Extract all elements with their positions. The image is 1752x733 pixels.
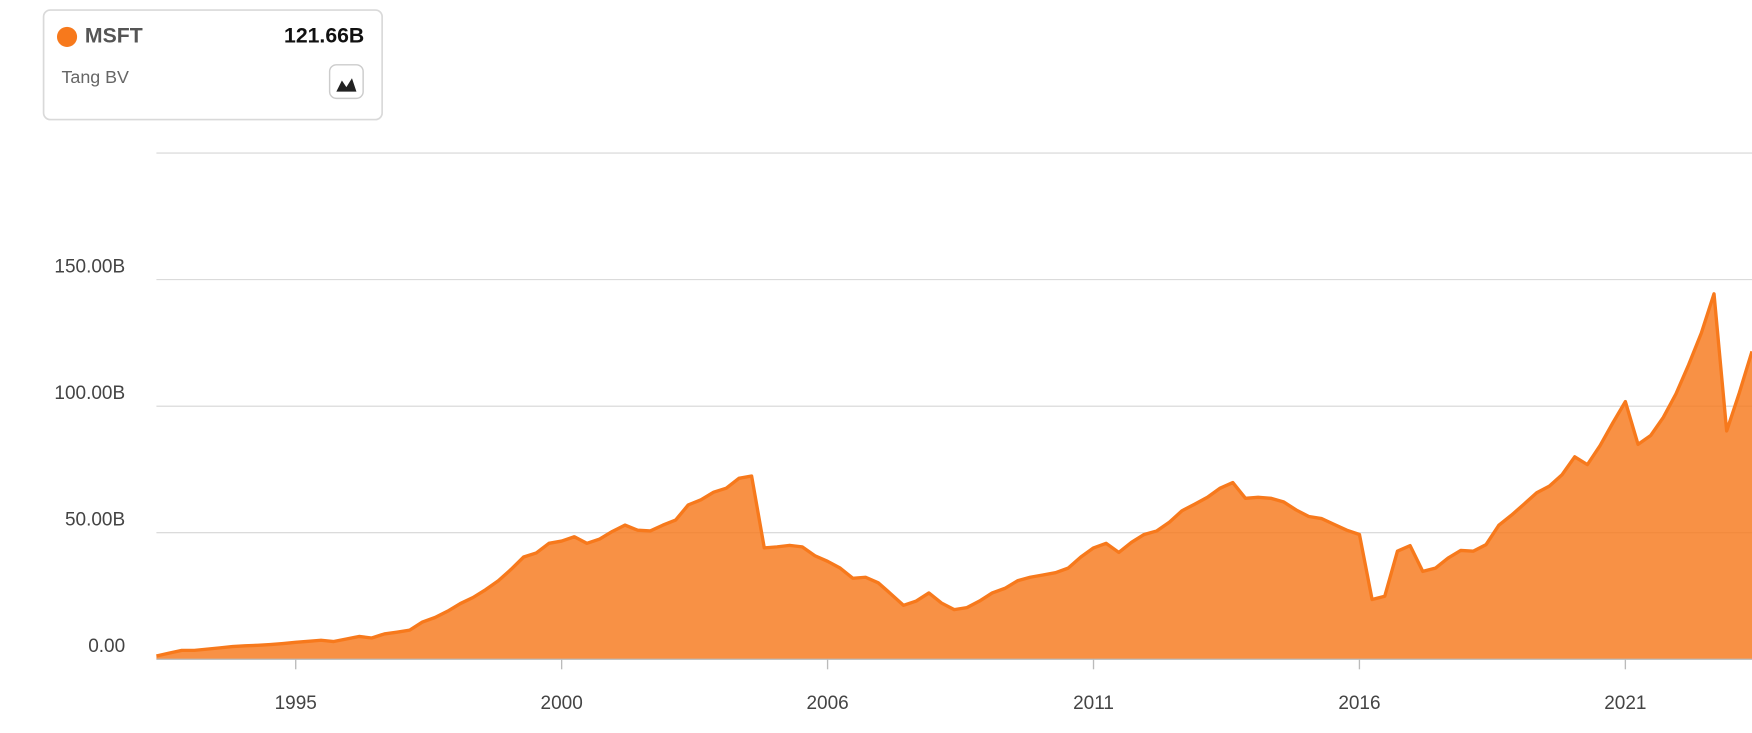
y-tick-label: 100.00B	[54, 383, 125, 404]
chart-type-button[interactable]	[328, 64, 364, 100]
legend: MSFT 121.66B Tang BV	[42, 9, 383, 121]
y-tick-label: 0.00	[88, 636, 125, 657]
x-tick-label: 2006	[806, 693, 848, 714]
x-tick-label: 2016	[1338, 693, 1380, 714]
x-tick-label: 2000	[541, 693, 583, 714]
x-tick-label: 2021	[1604, 693, 1646, 714]
line	[156, 292, 1752, 658]
legend-subtitle: Tang BV	[61, 67, 129, 87]
legend-value: 121.66B	[284, 24, 364, 47]
y-tick-label: 150.00B	[54, 256, 125, 277]
chart-type-icon	[336, 78, 357, 92]
x-tick-label: 2011	[1073, 693, 1114, 714]
y-tick-label: 50.00B	[65, 509, 125, 530]
legend-name: MSFT	[85, 24, 143, 47]
x-tick-label: 1995	[275, 693, 317, 714]
legend-marker	[56, 26, 78, 47]
area	[156, 293, 1752, 660]
legend-box	[42, 9, 383, 121]
